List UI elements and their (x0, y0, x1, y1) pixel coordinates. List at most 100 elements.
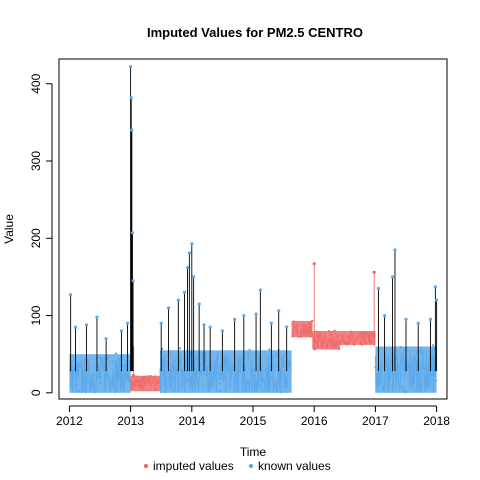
series-1-point (402, 386, 405, 389)
series-1-point (200, 356, 204, 359)
series-0-point (340, 334, 343, 338)
series-1-point (223, 375, 226, 378)
series-1-point (264, 387, 267, 390)
series-1-peak-20 (197, 302, 201, 306)
series-1-peak-12 (159, 321, 163, 325)
x-tick-label-2017: 2017 (362, 414, 389, 428)
series-1-point (199, 370, 202, 374)
series-0-point (131, 384, 134, 387)
series-1-point (195, 358, 198, 361)
legend-marker-imputed (143, 463, 149, 469)
series-1-point (247, 357, 250, 360)
x-tick-label-2016: 2016 (301, 414, 328, 428)
series-1-point (402, 390, 405, 393)
series-1-peak-14 (176, 298, 180, 302)
series-0-point (318, 339, 321, 342)
series-0-point (345, 342, 348, 345)
series-0-point (136, 379, 139, 383)
series-1-point (224, 366, 227, 369)
series-0-point (359, 332, 362, 335)
series-0-point (315, 330, 318, 333)
series-1-peak-39 (434, 298, 439, 302)
series-0-peak-0 (312, 262, 316, 266)
series-1-point (81, 368, 84, 372)
y-tick-label-400: 400 (29, 73, 43, 93)
series-1-peak-15 (182, 290, 187, 294)
series-1-point (404, 389, 407, 393)
series-0-trace-2 (311, 331, 340, 350)
x-tick-label-2018: 2018 (423, 414, 450, 428)
series-1-point (425, 365, 428, 368)
series-1-peak-32 (382, 313, 387, 318)
series-0-point (134, 383, 137, 386)
series-0-point (338, 341, 341, 345)
series-0-point (302, 324, 305, 327)
series-0-point (148, 379, 151, 383)
y-tick-label-100: 100 (29, 305, 43, 325)
series-1-peak-31 (376, 286, 381, 291)
series-1-point (380, 365, 383, 368)
series-1-peak-36 (416, 321, 420, 325)
series-1-point (210, 383, 213, 386)
series-1-point (110, 380, 113, 383)
legend-label-known: known values (258, 459, 331, 473)
series-0-peak-1 (372, 270, 376, 274)
series-1-point (282, 355, 285, 358)
series-1-point (247, 353, 251, 356)
series-1-point (218, 368, 221, 371)
series-1-point (242, 382, 246, 385)
series-0-point (145, 380, 148, 383)
series-1-point (100, 376, 103, 379)
series-1-point (281, 372, 284, 375)
series-1-peak-18 (190, 242, 194, 246)
series-1-peak-29 (277, 309, 281, 313)
series-1-peak-37 (428, 317, 433, 322)
series-0-point (313, 348, 316, 351)
series-1-peak-1 (73, 325, 78, 329)
series-0-point (313, 346, 316, 349)
series-1-point (75, 383, 78, 386)
series-1-point (169, 354, 172, 357)
series-1-point (377, 372, 380, 375)
series-1-point (175, 367, 178, 370)
series-1-point (183, 371, 187, 374)
series-0-segment-1 (291, 319, 314, 338)
series-1-point (252, 368, 255, 371)
series-0-point (332, 336, 335, 339)
series-1-segment-0 (69, 352, 131, 395)
series-1-point (433, 347, 436, 350)
series-1-point (426, 382, 429, 385)
series-0-point (309, 335, 312, 338)
series-1-point (415, 388, 418, 391)
series-1-peak-22 (208, 325, 212, 329)
series-1-point (248, 348, 251, 351)
series-1-point (408, 357, 412, 360)
series-1-point (410, 365, 413, 368)
series-1-point (432, 344, 435, 347)
series-1-point (101, 361, 104, 364)
series-0-point (325, 346, 328, 349)
series-1-point (388, 367, 391, 370)
series-0-point (308, 329, 311, 332)
series-1-point (103, 365, 106, 369)
series-0-point (336, 335, 339, 338)
series-1-point (111, 378, 115, 381)
series-1-peak-34 (393, 248, 397, 252)
series-1-point (423, 367, 426, 370)
series-1-point (278, 374, 281, 377)
series-1-point (189, 386, 192, 389)
series-0-point (347, 340, 350, 343)
series-0-point (311, 319, 314, 322)
series-1-point (70, 382, 74, 385)
series-0-point (295, 329, 298, 332)
series-1-point (253, 374, 256, 377)
series-1-peak-8 (129, 96, 133, 100)
series-0-segment-0 (130, 374, 160, 392)
series-1-point (285, 390, 288, 393)
series-1-point (197, 380, 200, 383)
series-1-peak-13 (166, 306, 171, 310)
series-1-point (218, 389, 221, 393)
series-1-point (85, 379, 88, 382)
series-1-peak-2 (84, 323, 89, 327)
chart-title: Imputed Values for PM2.5 CENTRO (147, 25, 363, 40)
